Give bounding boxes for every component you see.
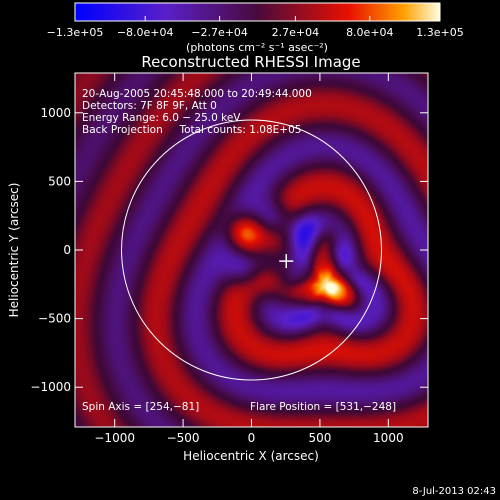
x-tick-label: −500 bbox=[167, 431, 200, 445]
colorbar-gradient bbox=[74, 2, 441, 22]
info-line-1: 20‑Aug‑2005 20:45:48.000 to 20:49:44.000 bbox=[82, 88, 312, 100]
x-tick-label: 1000 bbox=[373, 431, 404, 445]
y-tick-label: −500 bbox=[38, 312, 71, 326]
y-axis-label: Heliocentric Y (arcsec) bbox=[7, 183, 21, 318]
info-line-3: Energy Range: 6.0 − 25.0 keV bbox=[82, 112, 241, 124]
colorbar: −1.3e+05 −8.0e+04 −2.7e+04 2.7e+04 8.0e+04 1.… bbox=[47, 2, 464, 54]
colorbar-tick-label: 2.7e+04 bbox=[272, 26, 319, 39]
x-tick-label: −1000 bbox=[94, 431, 135, 445]
colorbar-tick-label: 8.0e+04 bbox=[346, 26, 393, 39]
spin-axis-label: Spin Axis = [254,−81] bbox=[82, 401, 199, 413]
y-tick-label: −1000 bbox=[30, 380, 71, 394]
colorbar-tick-label: −8.0e+04 bbox=[117, 26, 174, 39]
colorbar-tick-label: −2.7e+04 bbox=[191, 26, 248, 39]
flare-position-marker bbox=[279, 254, 294, 269]
colorbar-tick-label: −1.3e+05 bbox=[47, 26, 104, 39]
y-tick-label: 1000 bbox=[40, 106, 71, 120]
info-text-block: 20‑Aug‑2005 20:45:48.000 to 20:49:44.000… bbox=[82, 88, 312, 136]
info-line-2: Detectors: 7F 8F 9F, Att 0 bbox=[82, 100, 217, 112]
plot-area: −1000 −500 0 500 1000 −1000 −500 0 500 1000 bbox=[30, 72, 429, 445]
flare-position-label: Flare Position = [531,−248] bbox=[250, 401, 396, 413]
solar-limb-circle bbox=[121, 119, 382, 381]
colorbar-tick-label: 1.3e+05 bbox=[416, 26, 463, 39]
footer-timestamp: 8-Jul-2013 02:43 bbox=[412, 486, 496, 497]
heatmap-image bbox=[75, 73, 428, 427]
colorbar-unit-label: (photons cm⁻² s⁻¹ asec⁻²) bbox=[186, 41, 328, 54]
x-axis-label: Heliocentric X (arcsec) bbox=[183, 449, 319, 463]
info-line-4: Back Projection Total counts: 1.08E+05 bbox=[82, 124, 301, 136]
y-tick-label: 0 bbox=[63, 243, 71, 257]
chart-title: Reconstructed RHESSI Image bbox=[141, 53, 360, 71]
y-tick-label: 500 bbox=[48, 174, 71, 188]
x-tick-label: 500 bbox=[308, 431, 331, 445]
x-tick-label: 0 bbox=[248, 431, 256, 445]
